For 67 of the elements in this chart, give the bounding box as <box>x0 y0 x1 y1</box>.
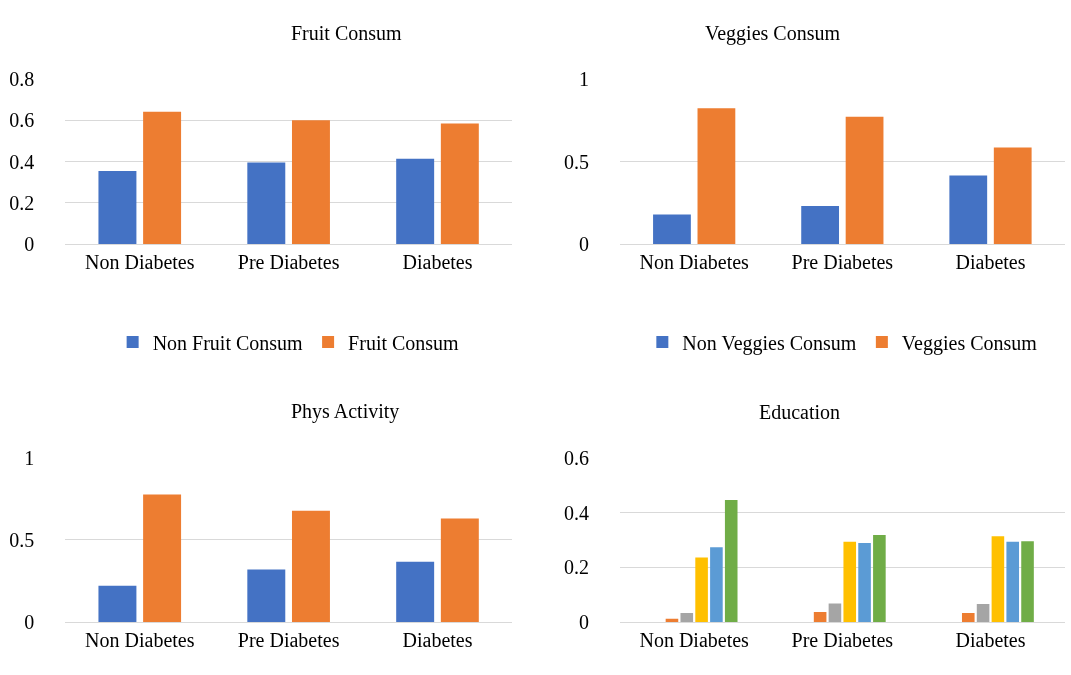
bar <box>1006 541 1020 623</box>
bar <box>247 162 286 245</box>
y-tick-label: 0.6 <box>9 109 35 132</box>
x-tick-label: Non Diabetes <box>639 251 750 274</box>
y-tick-label: 0.6 <box>564 446 590 469</box>
legend-label: Fruit Consum <box>348 331 460 354</box>
y-tick-label: 0.4 <box>564 501 590 524</box>
bar <box>143 494 182 623</box>
bar <box>680 612 694 623</box>
bar <box>710 547 723 623</box>
y-tick-label: 0 <box>579 611 590 634</box>
bar <box>247 569 286 623</box>
bar <box>993 147 1032 245</box>
chart-title: Fruit Consum <box>291 22 403 44</box>
y-tick-label: 0.8 <box>9 67 35 90</box>
bar <box>695 557 708 623</box>
bar <box>843 541 857 623</box>
bar <box>440 518 479 623</box>
bar <box>976 604 990 623</box>
y-tick-label: 0 <box>579 233 590 256</box>
bar <box>396 561 435 623</box>
bar <box>949 175 988 245</box>
bar <box>724 499 738 623</box>
y-tick-label: 0.2 <box>564 556 590 579</box>
x-tick-label: Diabetes <box>402 629 473 652</box>
bar <box>961 612 975 623</box>
y-tick-label: 0 <box>24 611 35 634</box>
legend-label: Veggies Consum <box>901 331 1038 355</box>
bar <box>396 158 435 245</box>
bar <box>801 205 840 245</box>
chart-title: Veggies Consum <box>705 22 841 45</box>
x-tick-label: Diabetes <box>955 251 1026 274</box>
bar <box>291 510 330 623</box>
bar <box>291 120 330 245</box>
x-tick-label: Diabetes <box>955 629 1026 652</box>
legend-label: Non Veggies Consum <box>682 331 857 355</box>
bar <box>653 214 691 245</box>
chart-title: Phys Activity <box>291 400 400 423</box>
legend-label: Non Fruit Consum <box>152 331 304 354</box>
bar <box>813 612 827 623</box>
bar <box>1021 541 1034 623</box>
bar <box>697 108 736 245</box>
bar <box>845 116 884 245</box>
x-tick-label: Non Diabetes <box>85 251 195 274</box>
x-tick-label: Pre Diabetes <box>237 251 340 274</box>
chart-title: Education <box>759 401 841 423</box>
bar <box>991 536 1005 623</box>
bar <box>828 603 842 623</box>
y-tick-label: 0.2 <box>9 191 35 214</box>
y-tick-label: 0.5 <box>564 150 590 173</box>
x-tick-label: Non Diabetes <box>639 629 750 652</box>
y-tick-label: 1 <box>24 446 35 469</box>
bar <box>143 111 182 245</box>
bar <box>98 171 137 245</box>
y-tick-label: 0.5 <box>9 528 35 551</box>
bar <box>98 585 137 623</box>
x-tick-label: Pre Diabetes <box>791 629 894 652</box>
x-tick-label: Diabetes <box>402 251 473 274</box>
y-tick-label: 1 <box>579 67 590 90</box>
bar <box>873 534 886 623</box>
y-tick-label: 0.4 <box>9 150 35 173</box>
bar <box>440 123 479 245</box>
bar <box>858 542 871 623</box>
y-tick-label: 0 <box>24 233 35 256</box>
x-tick-label: Pre Diabetes <box>237 629 340 652</box>
x-tick-label: Pre Diabetes <box>791 251 894 274</box>
x-tick-label: Non Diabetes <box>85 629 195 652</box>
